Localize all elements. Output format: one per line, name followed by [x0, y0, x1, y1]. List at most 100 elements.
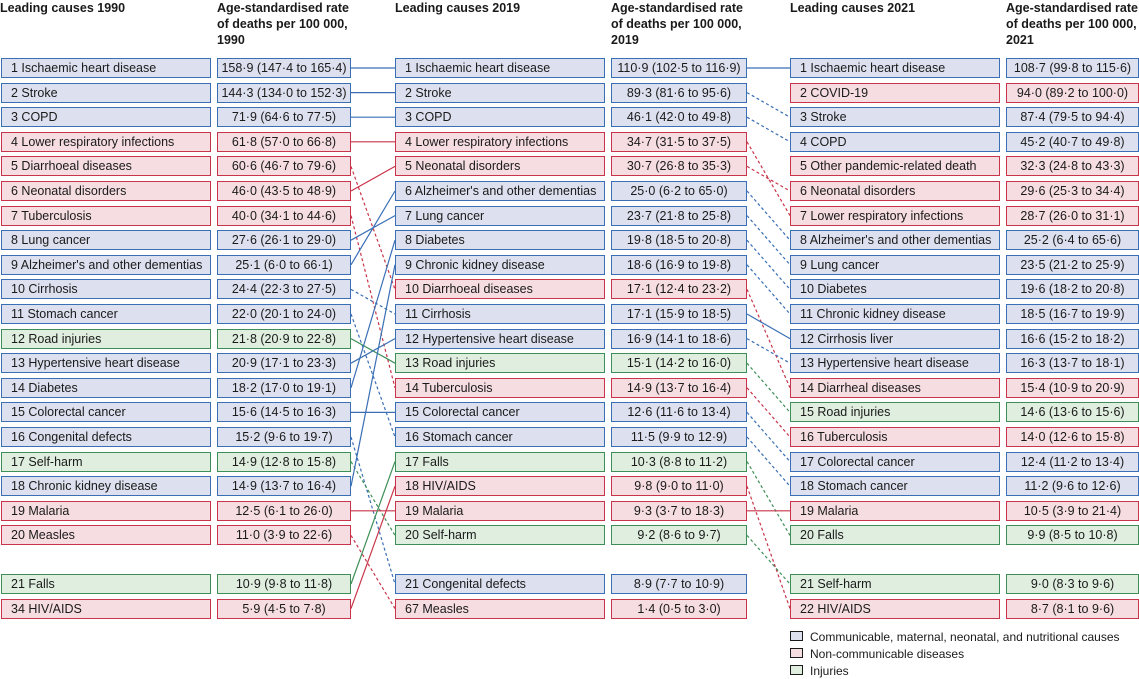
- rate-cell: 25·2 (6·4 to 65·6): [1006, 230, 1139, 251]
- header-rate-2021: Age-standardised rate of deaths per 100 …: [1006, 0, 1138, 48]
- rate-cell: 14·9 (12·8 to 15·8): [217, 451, 351, 472]
- connector-line: [746, 289, 791, 389]
- legend-swatch: [790, 665, 803, 675]
- cause-cell: 20 Self-harm: [395, 525, 605, 546]
- rate-cell: 60·6 (46·7 to 79·6): [217, 156, 351, 177]
- cause-cell: 16 Tuberculosis: [790, 427, 1000, 447]
- rate-cell: 94·0 (89·2 to 100·0): [1006, 82, 1139, 103]
- cause-cell: 10 Diarrhoeal diseases: [395, 279, 605, 300]
- rate-cell: 9·9 (8·5 to 10·8): [1006, 525, 1139, 546]
- rate-cell: 16·9 (14·1 to 18·6): [611, 328, 747, 349]
- rate-cell: 10·9 (9·8 to 11·8): [217, 574, 351, 594]
- header-rate-line2: of deaths per 100 000,: [611, 17, 742, 31]
- rate-cell: 18·6 (16·9 to 19·8): [611, 254, 747, 275]
- rate-cell: 15·2 (9·6 to 19·7): [217, 427, 351, 447]
- rate-cell: 22·0 (20·1 to 24·0): [217, 304, 351, 324]
- cause-cell: 8 Alzheimer's and other dementias: [790, 230, 1000, 251]
- cause-cell: 1 Ischaemic heart disease: [395, 58, 605, 78]
- header-cause-1990: Leading causes 1990: [0, 1, 126, 15]
- header-cause-2019: Leading causes 2019: [395, 1, 521, 15]
- connector-line: [746, 412, 791, 462]
- rate-cell: 5·9 (4·5 to 7·8): [217, 598, 351, 619]
- cause-cell: 10 Diabetes: [790, 279, 1000, 300]
- cause-cell: 3 COPD: [1, 107, 211, 128]
- cause-cell: 13 Hypertensive heart disease: [790, 353, 1000, 374]
- connector-line: [350, 485, 396, 609]
- header-rate-line3: 1990: [217, 33, 245, 47]
- cause-cell: 15 Road injuries: [790, 402, 1000, 423]
- cause-cell: 18 Chronic kidney disease: [1, 476, 211, 497]
- cause-cell: 6 Neonatal disorders: [1, 181, 211, 201]
- header-rate-2019: Age-standardised rate of deaths per 100 …: [611, 0, 743, 48]
- cause-cell: 21 Falls: [1, 574, 211, 594]
- rate-cell: 19·6 (18·2 to 20·8): [1006, 279, 1139, 300]
- cause-cell: 2 COVID-19: [790, 82, 1000, 103]
- rate-cell: 32·3 (24·8 to 43·3): [1006, 156, 1139, 177]
- rate-cell: 144·3 (134·0 to 152·3): [217, 82, 351, 103]
- cause-cell: 20 Falls: [790, 525, 1000, 546]
- connector-line: [746, 239, 791, 290]
- rate-cell: 45·2 (40·7 to 49·8): [1006, 131, 1139, 152]
- cause-cell: 11 Stomach cancer: [1, 304, 211, 324]
- connector-line: [350, 165, 396, 192]
- cause-cell: 7 Tuberculosis: [1, 205, 211, 226]
- cause-cell: 13 Road injuries: [395, 353, 605, 374]
- rate-cell: 15·6 (14·5 to 16·3): [217, 402, 351, 423]
- cause-cell: 18 Stomach cancer: [790, 476, 1000, 497]
- cause-cell: 21 Congenital defects: [395, 574, 605, 594]
- cause-cell: 9 Lung cancer: [790, 254, 1000, 275]
- cause-cell: 19 Malaria: [1, 500, 211, 521]
- cause-cell: 3 Stroke: [790, 107, 1000, 128]
- legend-swatch: [790, 631, 803, 641]
- connector-line: [746, 215, 791, 266]
- rate-cell: 21·8 (20·9 to 22·8): [217, 328, 351, 349]
- rate-cell: 9·2 (8·6 to 9·7): [611, 525, 747, 546]
- rate-cell: 18·5 (16·7 to 19·9): [1006, 304, 1139, 324]
- rate-cell: 110·9 (102·5 to 116·9): [611, 58, 747, 78]
- cause-cell: 15 Colorectal cancer: [395, 402, 605, 423]
- cause-cell: 5 Diarrhoeal diseases: [1, 156, 211, 177]
- rate-cell: 17·1 (12·4 to 23·2): [611, 279, 747, 300]
- header-rate-line1: Age-standardised rate: [611, 1, 743, 15]
- rate-cell: 24·4 (22·3 to 27·5): [217, 279, 351, 300]
- connector-line: [746, 92, 791, 118]
- cause-cell: 1 Ischaemic heart disease: [1, 58, 211, 78]
- legend-label: Communicable, maternal, neonatal, and nu…: [810, 630, 1120, 644]
- header-rate-line2: of deaths per 100 000,: [1006, 17, 1137, 31]
- connector-line: [746, 264, 791, 315]
- cause-cell: 12 Cirrhosis liver: [790, 328, 1000, 349]
- connector-line: [350, 215, 396, 388]
- rate-cell: 89·3 (81·6 to 95·6): [611, 82, 747, 103]
- rate-cell: 16·3 (13·7 to 18·1): [1006, 353, 1139, 374]
- rate-cell: 29·6 (25·3 to 34·4): [1006, 181, 1139, 201]
- rate-cell: 108·7 (99·8 to 115·6): [1006, 58, 1139, 78]
- rate-cell: 27·6 (26·1 to 29·0): [217, 230, 351, 251]
- cause-cell: 16 Congenital defects: [1, 427, 211, 447]
- cause-cell: 1 Ischaemic heart disease: [790, 58, 1000, 78]
- cause-cell: 6 Neonatal disorders: [790, 181, 1000, 201]
- connector-line: [746, 535, 791, 585]
- cause-cell: 5 Other pandemic-related death: [790, 156, 1000, 177]
- connector-line: [746, 486, 791, 609]
- header-rate-line3: 2019: [611, 33, 639, 47]
- connector-line: [350, 461, 396, 585]
- cause-cell: 34 HIV/AIDS: [1, 598, 211, 619]
- rate-cell: 11·5 (9·9 to 12·9): [611, 427, 747, 447]
- rate-cell: 28·7 (26·0 to 31·1): [1006, 205, 1139, 226]
- cause-cell: 14 Diabetes: [1, 377, 211, 398]
- rate-cell: 9·8 (9·0 to 11·0): [611, 476, 747, 497]
- cause-cell: 2 Stroke: [1, 82, 211, 103]
- cause-cell: 11 Chronic kidney disease: [790, 304, 1000, 324]
- cause-cell: 21 Self-harm: [790, 574, 1000, 594]
- rate-cell: 158·9 (147·4 to 165·4): [217, 58, 351, 78]
- cause-cell: 8 Diabetes: [395, 230, 605, 251]
- rate-cell: 14·9 (13·7 to 16·4): [217, 476, 351, 497]
- header-rate-line2: of deaths per 100 000,: [217, 17, 348, 31]
- cause-cell: 16 Stomach cancer: [395, 427, 605, 447]
- rate-cell: 14·0 (12·6 to 15·8): [1006, 427, 1139, 447]
- cause-cell: 4 Lower respiratory infections: [395, 131, 605, 152]
- header-rate-line1: Age-standardised rate: [1006, 1, 1138, 15]
- cause-cell: 7 Lung cancer: [395, 205, 605, 226]
- rate-cell: 20·9 (17·1 to 23·3): [217, 353, 351, 374]
